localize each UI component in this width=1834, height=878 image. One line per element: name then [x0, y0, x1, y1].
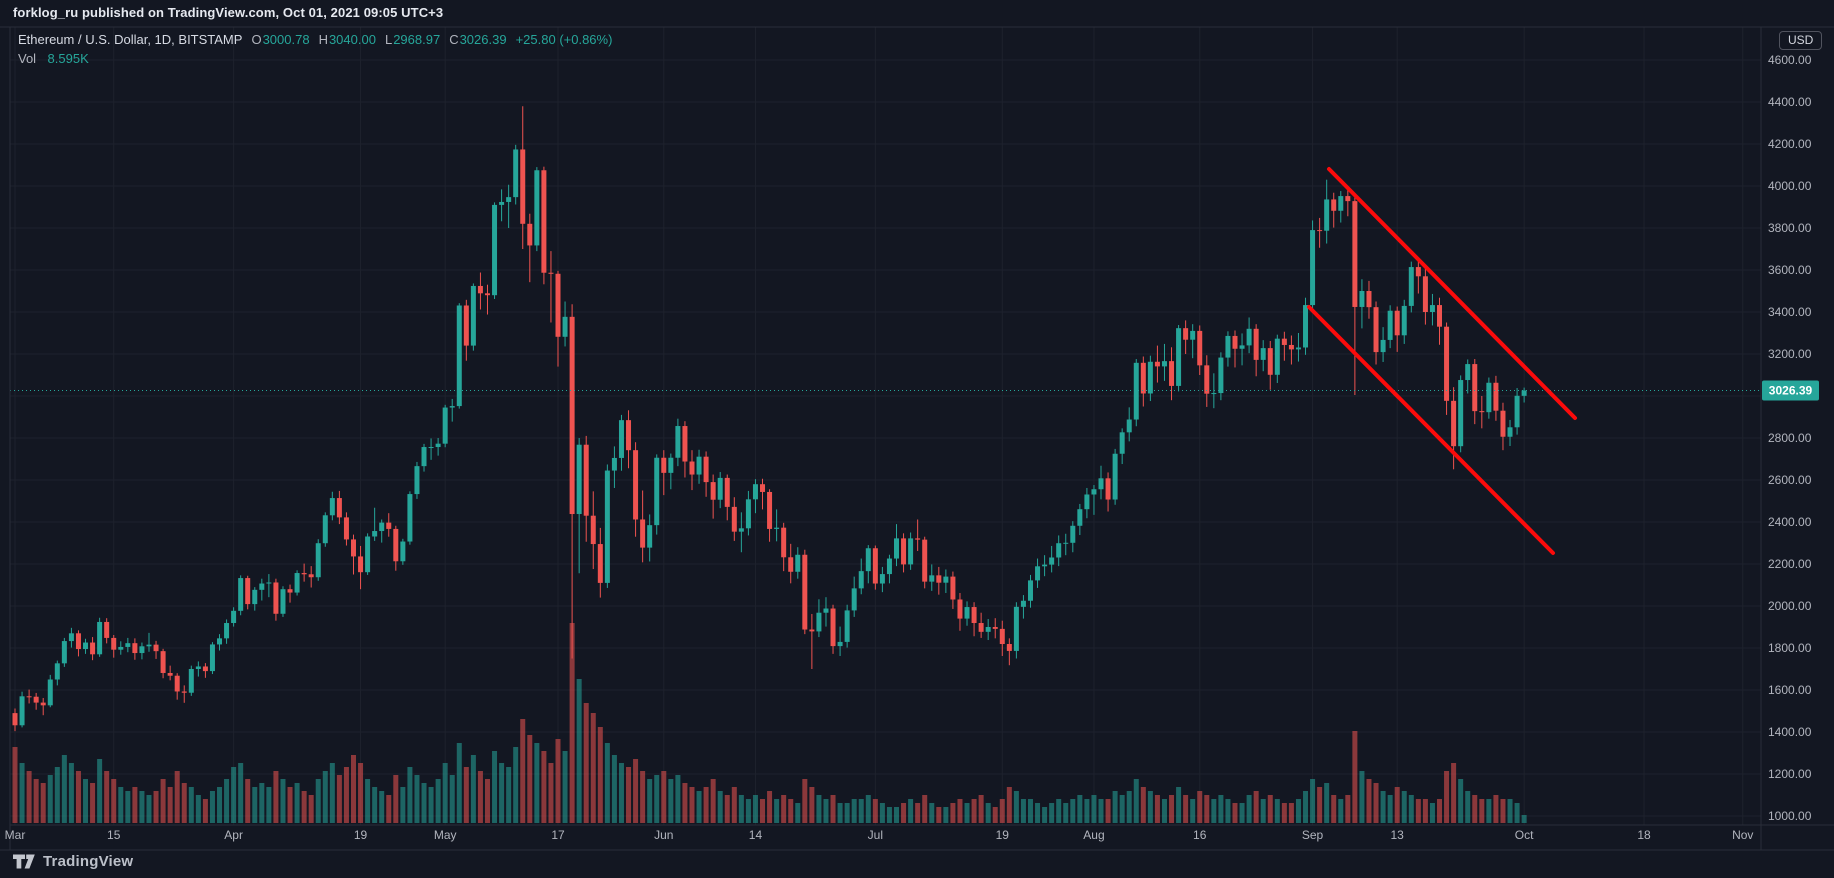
- open-label: O: [251, 32, 262, 47]
- volume-value: 8.595K: [47, 51, 89, 66]
- high-value: 3040.00: [328, 32, 376, 47]
- svg-text:15: 15: [107, 828, 121, 842]
- svg-text:14: 14: [749, 828, 763, 842]
- svg-text:19: 19: [354, 828, 368, 842]
- tradingview-logo-icon[interactable]: [13, 854, 35, 869]
- pane-borders: [0, 26, 1834, 851]
- attribution-text: forklog_ru published on TradingView.com,…: [13, 5, 444, 20]
- grid-lines: [10, 27, 1761, 825]
- change-value: +25.80 (+0.86%): [515, 32, 613, 47]
- svg-text:Sep: Sep: [1302, 828, 1324, 842]
- svg-text:2200.00: 2200.00: [1768, 557, 1812, 571]
- footer-bar: TradingView: [13, 853, 133, 870]
- svg-text:17: 17: [551, 828, 565, 842]
- svg-text:13: 13: [1391, 828, 1405, 842]
- volume-bars[interactable]: [12, 623, 1527, 823]
- svg-text:2400.00: 2400.00: [1768, 515, 1812, 529]
- svg-text:3026.39: 3026.39: [1769, 383, 1813, 397]
- svg-text:1800.00: 1800.00: [1768, 641, 1812, 655]
- volume-label: Vol: [18, 51, 37, 66]
- svg-text:19: 19: [996, 828, 1010, 842]
- svg-text:18: 18: [1637, 828, 1651, 842]
- svg-text:2800.00: 2800.00: [1768, 431, 1812, 445]
- currency-unit-button[interactable]: USD: [1779, 31, 1823, 50]
- time-axis[interactable]: Mar 15 Apr 19 May 17 Jun 14 Jul 19 Aug 16 Sep 13 Oct 18…: [5, 828, 1754, 842]
- candles[interactable]: [12, 106, 1527, 732]
- open-value: 3000.78: [262, 32, 310, 47]
- svg-text:16: 16: [1193, 828, 1207, 842]
- svg-text:Jun: Jun: [654, 828, 673, 842]
- svg-text:3400.00: 3400.00: [1768, 305, 1812, 319]
- svg-text:2000.00: 2000.00: [1768, 599, 1812, 613]
- svg-text:Aug: Aug: [1083, 828, 1104, 842]
- svg-text:1400.00: 1400.00: [1768, 725, 1812, 739]
- symbol-row[interactable]: Ethereum / U.S. Dollar, 1D, BITSTAMP O300…: [18, 30, 612, 49]
- close-value: 3026.39: [459, 32, 507, 47]
- svg-text:3600.00: 3600.00: [1768, 263, 1812, 277]
- svg-text:Nov: Nov: [1732, 828, 1753, 842]
- svg-text:1600.00: 1600.00: [1768, 683, 1812, 697]
- svg-text:Oct: Oct: [1515, 828, 1534, 842]
- high-label: H: [318, 32, 328, 47]
- trend-lines[interactable]: [1307, 167, 1577, 555]
- symbol-title: Ethereum / U.S. Dollar, 1D, BITSTAMP: [18, 32, 243, 47]
- svg-text:Jul: Jul: [868, 828, 883, 842]
- tradingview-logo-text[interactable]: TradingView: [43, 853, 134, 870]
- svg-text:Apr: Apr: [224, 828, 243, 842]
- svg-text:May: May: [434, 828, 457, 842]
- svg-text:2600.00: 2600.00: [1768, 473, 1812, 487]
- price-axis[interactable]: 4600.00 4400.00 4200.00 4000.00 3800.00 3600.…: [1768, 53, 1812, 823]
- svg-text:3800.00: 3800.00: [1768, 221, 1812, 235]
- low-value: 2968.97: [393, 32, 441, 47]
- last-price-label: 3026.39: [1762, 380, 1819, 401]
- svg-text:1000.00: 1000.00: [1768, 809, 1812, 823]
- volume-row[interactable]: Vol 8.595K: [18, 49, 612, 68]
- close-label: C: [449, 32, 459, 47]
- svg-text:Mar: Mar: [5, 828, 26, 842]
- svg-text:4600.00: 4600.00: [1768, 53, 1812, 67]
- svg-text:4400.00: 4400.00: [1768, 95, 1812, 109]
- low-label: L: [384, 32, 393, 47]
- svg-text:1200.00: 1200.00: [1768, 767, 1812, 781]
- svg-text:4200.00: 4200.00: [1768, 137, 1812, 151]
- legend: Ethereum / U.S. Dollar, 1D, BITSTAMP O300…: [18, 30, 612, 68]
- svg-text:4000.00: 4000.00: [1768, 179, 1812, 193]
- svg-text:3200.00: 3200.00: [1768, 347, 1812, 361]
